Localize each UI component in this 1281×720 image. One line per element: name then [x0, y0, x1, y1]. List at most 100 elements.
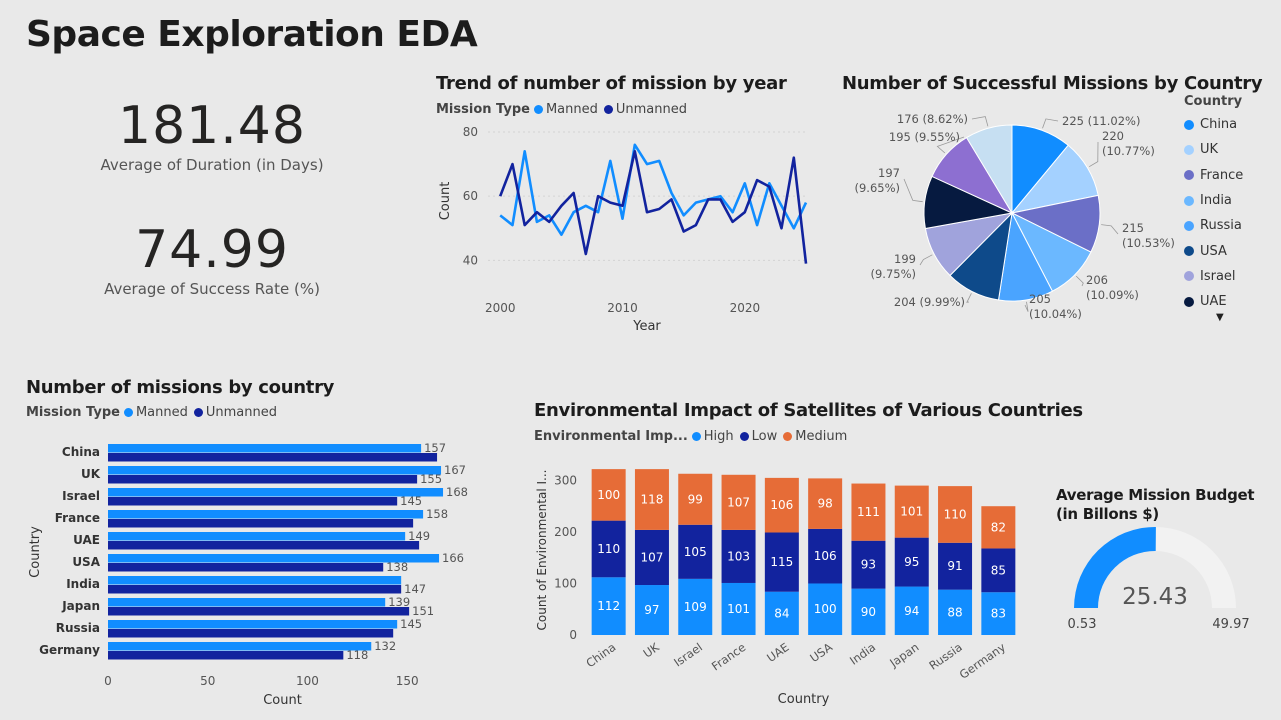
legend-more-chevron-icon[interactable]: ▼ [1216, 312, 1224, 324]
unmanned-dot-icon [603, 105, 613, 114]
legend-dot-icon [1184, 220, 1194, 231]
stack-segment-low [591, 520, 626, 578]
pie-data-label-percent: (10.53%) [1122, 236, 1175, 250]
pie-data-label-percent: (9.75%) [870, 267, 916, 281]
legend-dot-icon [1184, 195, 1194, 206]
segment-data-label: 100 [597, 488, 620, 502]
pie-data-label-value: 199 [894, 252, 916, 266]
legend-dot-icon [1184, 119, 1194, 130]
stack-segment-high [591, 577, 626, 635]
stack-segment-medium [981, 506, 1016, 549]
pie-data-label-value: 205 [1029, 292, 1051, 306]
bar-unmanned [108, 629, 394, 638]
bar-data-label: 145 [400, 494, 422, 508]
stack-segment-high [721, 582, 756, 635]
x-tick-label: 100 [296, 674, 319, 688]
trend-legend-item-unmanned[interactable]: Unmanned [603, 102, 687, 117]
high-dot-icon [691, 432, 701, 441]
stack-segment-low [634, 529, 669, 586]
y-category-label: UAE [73, 533, 100, 547]
y-category-label: Israel [62, 489, 100, 503]
legend-dot-icon [1184, 296, 1194, 307]
pie-legend-item[interactable]: USA [1184, 238, 1243, 263]
pie-legend-label: UAE [1200, 294, 1227, 310]
y-axis-title: Country [28, 526, 43, 578]
segment-data-label: 84 [774, 606, 789, 620]
bar-data-label: 139 [388, 595, 410, 609]
bar-chart-title: Number of missions by country [26, 377, 335, 398]
pie-legend-item[interactable]: UK [1184, 137, 1243, 162]
env-legend-item-low[interactable]: Low [739, 429, 777, 444]
stack-segment-low [938, 542, 973, 590]
x-category-label: India [847, 640, 878, 668]
pie-legend-item[interactable]: Israel [1184, 264, 1243, 289]
trend-legend-item-manned[interactable]: Manned [533, 102, 598, 117]
pie-data-label-percent: (9.65%) [854, 181, 900, 195]
pie-data-label-value: 220 [1102, 129, 1124, 143]
pie-legend-item[interactable]: UAE [1184, 289, 1243, 314]
trend-chart: 40 60 80 2000 2010 2020 Year Count [438, 125, 808, 334]
pie-legend-label: China [1200, 117, 1238, 133]
pie-legend-item[interactable]: Russia [1184, 213, 1243, 238]
segment-data-label: 83 [991, 607, 1006, 621]
page-title: Space Exploration EDA [26, 14, 478, 55]
x-tick-label: 2020 [730, 301, 761, 315]
stack-segment-low [981, 548, 1016, 593]
gauge-min-label: 0.53 [1068, 617, 1097, 632]
y-tick-label: 0 [569, 628, 577, 642]
bar-data-label: 166 [442, 551, 464, 565]
y-category-label: Japan [61, 599, 100, 613]
x-axis-title: Year [632, 319, 661, 334]
bar-unmanned [108, 475, 418, 484]
stack-segment-medium [721, 474, 756, 530]
pie-leader-line [1024, 301, 1029, 312]
bar-unmanned [108, 563, 384, 572]
x-axis-title: Count [263, 693, 302, 708]
gauge-fill [1074, 526, 1156, 608]
kpi-success-label: Average of Success Rate (%) [104, 280, 320, 298]
y-category-label: China [62, 445, 100, 459]
stack-segment-medium [808, 478, 843, 529]
manned-dot-icon [123, 408, 133, 417]
y-tick-label: 40 [463, 253, 478, 267]
bar-unmanned [108, 497, 398, 506]
bar-legend-item-manned[interactable]: Manned [123, 405, 188, 420]
bar-data-label: 168 [446, 485, 468, 499]
pie-legend-item[interactable]: France [1184, 163, 1243, 188]
bar-legend-title: Mission Type [26, 405, 120, 420]
bar-data-label: 151 [412, 604, 434, 618]
env-legend-item-high[interactable]: High [691, 429, 734, 444]
stack-segment-high [938, 589, 973, 635]
kpi-duration-card: 181.48 Average of Duration (in Days) [62, 96, 362, 174]
bar-manned [108, 532, 406, 541]
bar-legend-item-unmanned[interactable]: Unmanned [193, 405, 277, 420]
segment-data-label: 99 [688, 492, 703, 506]
y-tick-label: 200 [554, 525, 577, 539]
budget-gauge: 25.43 0.53 49.97 [1068, 526, 1250, 632]
legend-dot-icon [1184, 144, 1194, 155]
pie-legend: Country China UK France India Russia USA Israe… [1184, 94, 1243, 323]
y-category-label: Germany [39, 643, 100, 657]
kpi-duration-value: 181.48 [118, 96, 306, 156]
gauge-max-label: 49.97 [1212, 617, 1249, 632]
pie-legend-item[interactable]: India [1184, 188, 1243, 213]
segment-data-label: 105 [684, 545, 707, 559]
y-category-label: USA [72, 555, 100, 569]
bar-data-label: 145 [400, 617, 422, 631]
segment-data-label: 106 [814, 549, 837, 563]
segment-data-label: 97 [644, 603, 659, 617]
segment-data-label: 94 [904, 604, 919, 618]
pie-legend-label: USA [1200, 243, 1227, 259]
bar-unmanned [108, 651, 344, 660]
pie-legend-item[interactable]: China [1184, 112, 1243, 137]
x-category-label: France [709, 640, 748, 673]
bar-data-label: 149 [408, 529, 430, 543]
pie-data-label-percent: (10.04%) [1029, 307, 1082, 321]
bar-data-label: 167 [444, 463, 466, 477]
x-category-label: China [583, 640, 618, 670]
pie-chart: 225 (11.02%)220(10.77%)215(10.53%)206(10… [854, 112, 1175, 321]
segment-data-label: 107 [727, 495, 750, 509]
env-legend-item-medium[interactable]: Medium [783, 429, 847, 444]
bar-manned [108, 466, 442, 475]
pie-leader-line [966, 293, 972, 303]
